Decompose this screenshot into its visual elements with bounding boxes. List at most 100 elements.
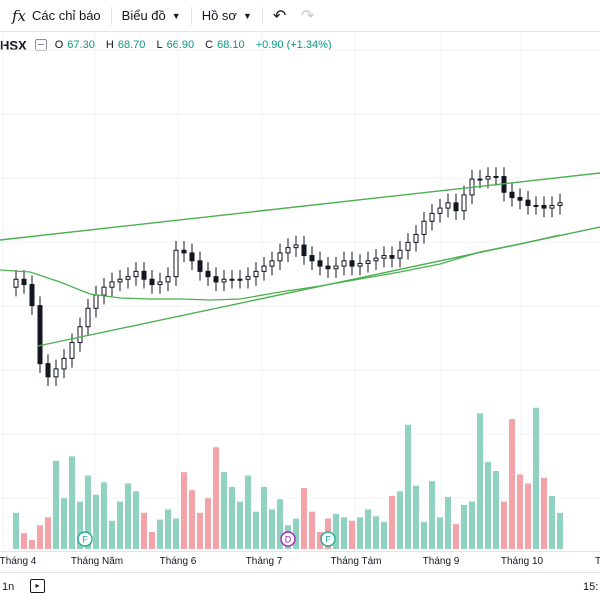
volume-bar: [237, 501, 243, 549]
volume-bar: [53, 460, 59, 549]
volume-bar: [509, 419, 515, 549]
volume-bar: [357, 517, 363, 549]
volume-bar: [501, 501, 507, 549]
moving-average-line: [0, 234, 561, 301]
volume-bar: [397, 491, 403, 549]
volume-bar: [429, 481, 435, 549]
volume-bar: [93, 494, 99, 549]
candle-body: [389, 255, 395, 259]
candle-body: [301, 244, 307, 257]
candle-body: [213, 276, 219, 283]
candle-body: [421, 220, 427, 235]
volume-bar: [421, 521, 427, 549]
change-value: +0.90 (+1.34%): [255, 39, 332, 51]
volume-bar: [309, 511, 315, 549]
volume-bar: [525, 483, 531, 549]
volume-bar: [413, 485, 419, 549]
volume-bar: [101, 482, 107, 549]
volume-bar: [85, 475, 91, 549]
time-axis-label: Tháng Tám: [330, 556, 382, 567]
candle-body: [133, 270, 139, 278]
volume-bar: [541, 477, 547, 549]
candle-body: [413, 233, 419, 243]
volume-bar: [125, 483, 131, 549]
volume-bar: [77, 501, 83, 549]
toolbar-divider: [190, 6, 192, 25]
candle-body: [325, 265, 331, 270]
candle-body: [349, 260, 355, 267]
volume-bar: [229, 486, 235, 549]
candle-body: [277, 252, 283, 262]
time-axis-label: T: [594, 556, 600, 567]
volume-bar: [69, 456, 75, 549]
volume-bar: [461, 504, 467, 549]
candle-body: [269, 260, 275, 267]
undo-icon[interactable]: ↶: [272, 7, 287, 25]
volume-bar: [45, 517, 51, 549]
candle-body: [173, 249, 179, 278]
candle-body: [493, 175, 499, 178]
candle-body: [117, 278, 123, 283]
open-label: O: [54, 39, 64, 51]
volume-bar: [269, 509, 275, 549]
candle-body: [285, 247, 291, 254]
event-marker: [320, 531, 336, 547]
chevron-down-icon: ▼: [242, 10, 252, 21]
event-marker-label: F: [82, 535, 88, 545]
volume-bar: [253, 511, 259, 549]
candle-body: [533, 204, 539, 207]
high-label: H: [105, 39, 114, 51]
range-button[interactable]: 1n: [2, 581, 15, 593]
candle-body: [549, 204, 555, 209]
volume-bar: [181, 472, 187, 549]
candle-body: [429, 212, 435, 222]
volume-bar: [29, 539, 35, 549]
candle-body: [237, 278, 243, 281]
candle-body: [461, 194, 467, 212]
chart-menu-button[interactable]: Biểu đồ ▼: [122, 0, 181, 31]
candle-body: [101, 286, 107, 296]
volume-bar: [493, 471, 499, 549]
event-marker: [77, 531, 93, 547]
volume-bar: [477, 413, 483, 549]
candle-body: [229, 278, 235, 281]
volume-bar: [317, 532, 323, 549]
candle-body: [77, 326, 83, 344]
candle-body: [85, 307, 91, 328]
chevron-down-icon: ▼: [171, 10, 181, 21]
volume-bar: [469, 501, 475, 549]
volume-bar: [197, 512, 203, 549]
volume-bar: [109, 520, 115, 549]
volume-bar: [13, 512, 19, 549]
candle-body: [485, 175, 491, 180]
indicators-button[interactable]: fx Các chỉ báo: [0, 0, 101, 31]
event-marker: [280, 531, 296, 547]
calendar-icon[interactable]: ▸: [30, 579, 45, 593]
candle-body: [341, 260, 347, 267]
candle-body: [477, 178, 483, 181]
profile-menu-button[interactable]: Hồ sơ ▼: [202, 0, 252, 31]
candle-body: [165, 276, 171, 283]
close-value: 68.10: [217, 39, 245, 51]
candle-body: [293, 244, 299, 249]
volume-bar: [205, 498, 211, 549]
volume-bar: [381, 521, 387, 549]
volume-bar: [389, 495, 395, 549]
candle-body: [109, 281, 115, 288]
candle-body: [517, 197, 523, 201]
volume-bar: [533, 407, 539, 549]
volume-bar: [157, 519, 163, 549]
volume-bar: [221, 472, 227, 549]
time-axis[interactable]: Tháng 4 Tháng Năm Tháng 6 Tháng 7 Tháng Tám T…: [0, 551, 600, 572]
low-label: L: [156, 39, 163, 51]
volume-bar: [549, 495, 555, 549]
volume-bar: [133, 491, 139, 549]
time-axis-label: Tháng 7: [245, 556, 283, 567]
low-value: 66.90: [166, 39, 195, 51]
redo-icon[interactable]: ↷: [300, 7, 315, 25]
candle-body: [245, 276, 251, 280]
symbol-name[interactable]: HSX: [0, 37, 27, 53]
chart-toolbar: fx Các chỉ báo Biểu đồ ▼ Hồ sơ ▼ ↶ ↷: [0, 0, 600, 32]
volume-bar: [189, 490, 195, 549]
